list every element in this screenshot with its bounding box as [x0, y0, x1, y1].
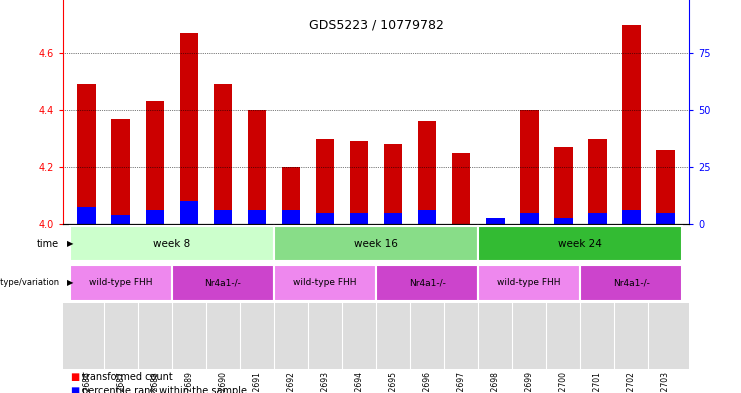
Bar	[316, 138, 334, 224]
FancyBboxPatch shape	[580, 265, 682, 301]
Text: ■: ■	[70, 372, 79, 382]
Bar	[350, 213, 368, 224]
Text: GDS5223 / 10779782: GDS5223 / 10779782	[308, 18, 444, 31]
Text: week 16: week 16	[354, 239, 398, 249]
Text: percentile rank within the sample: percentile rank within the sample	[82, 386, 247, 393]
Bar	[78, 207, 96, 224]
Bar	[520, 110, 539, 224]
FancyBboxPatch shape	[274, 226, 478, 261]
Text: week 24: week 24	[558, 239, 602, 249]
Bar	[145, 210, 165, 224]
FancyBboxPatch shape	[172, 265, 274, 301]
Bar	[486, 219, 505, 224]
Text: wild-type FHH: wild-type FHH	[293, 279, 356, 287]
Bar	[247, 210, 266, 224]
Text: ▶: ▶	[67, 239, 73, 248]
FancyBboxPatch shape	[274, 265, 376, 301]
Bar	[418, 121, 436, 224]
Text: Nr4a1-/-: Nr4a1-/-	[613, 279, 650, 287]
Text: genotype/variation: genotype/variation	[0, 279, 59, 287]
Bar	[656, 213, 674, 224]
Bar	[520, 213, 539, 224]
Bar	[622, 210, 641, 224]
Bar	[111, 215, 130, 224]
Bar	[111, 119, 130, 224]
Bar	[247, 110, 266, 224]
FancyBboxPatch shape	[70, 226, 274, 261]
FancyBboxPatch shape	[478, 226, 682, 261]
Bar	[554, 147, 573, 224]
Bar	[213, 210, 232, 224]
Bar	[554, 219, 573, 224]
FancyBboxPatch shape	[478, 265, 580, 301]
Text: wild-type FHH: wild-type FHH	[497, 279, 561, 287]
Bar	[282, 167, 300, 224]
Text: week 8: week 8	[153, 239, 190, 249]
Text: wild-type FHH: wild-type FHH	[89, 279, 153, 287]
Bar	[78, 84, 96, 224]
Bar	[384, 144, 402, 224]
Text: time: time	[37, 239, 59, 249]
Bar	[316, 213, 334, 224]
Bar	[179, 201, 199, 224]
Bar	[588, 138, 607, 224]
Bar	[350, 141, 368, 224]
Bar	[418, 210, 436, 224]
Bar	[656, 150, 674, 224]
Text: ■: ■	[70, 386, 79, 393]
FancyBboxPatch shape	[70, 265, 172, 301]
FancyBboxPatch shape	[376, 265, 478, 301]
Bar	[452, 153, 471, 224]
Text: ▶: ▶	[67, 279, 73, 287]
Bar	[282, 210, 300, 224]
Bar	[384, 213, 402, 224]
Text: Nr4a1-/-: Nr4a1-/-	[205, 279, 242, 287]
Bar	[145, 101, 165, 224]
Bar	[179, 33, 199, 224]
Bar	[622, 24, 641, 224]
Text: Nr4a1-/-: Nr4a1-/-	[409, 279, 445, 287]
Bar	[588, 213, 607, 224]
Bar	[213, 84, 232, 224]
Text: transformed count: transformed count	[82, 372, 172, 382]
